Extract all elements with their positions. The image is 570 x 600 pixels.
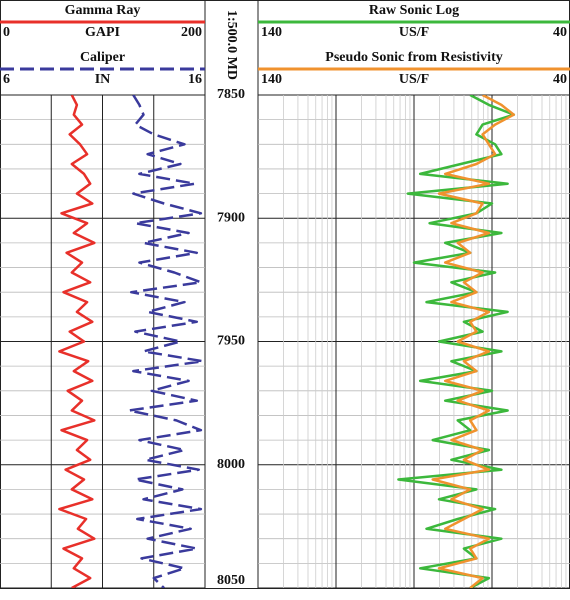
depth-label: 8000 (217, 457, 245, 472)
depth-label: 7850 (217, 87, 245, 102)
depth-label: 7900 (217, 210, 245, 225)
series-name: Pseudo Sonic from Resistivity (325, 50, 502, 65)
log-curve (431, 95, 516, 588)
axis-unit: GAPI (85, 25, 120, 40)
scale-label: 1:500.0 MD (224, 10, 239, 80)
log-curve (58, 95, 96, 588)
axis-min: 140 (261, 72, 282, 87)
depth-label: 8050 (217, 573, 245, 588)
log-curve (397, 95, 516, 588)
series-name: Gamma Ray (65, 3, 141, 18)
depth-label: 7950 (217, 334, 245, 349)
track-curves (397, 95, 516, 588)
axis-max: 200 (181, 25, 202, 40)
axis-min: 140 (261, 25, 282, 40)
axis-min: 0 (3, 25, 10, 40)
axis-max: 40 (553, 72, 567, 87)
series-name: Caliper (80, 50, 125, 65)
axis-unit: US/F (399, 25, 429, 40)
axis-max: 40 (553, 25, 567, 40)
axis-unit: IN (95, 72, 111, 87)
track-curves (58, 95, 205, 588)
axis-max: 16 (188, 72, 202, 87)
log-curve (127, 95, 205, 588)
axis-min: 6 (3, 72, 10, 87)
series-name: Raw Sonic Log (369, 3, 459, 18)
axis-unit: US/F (399, 72, 429, 87)
